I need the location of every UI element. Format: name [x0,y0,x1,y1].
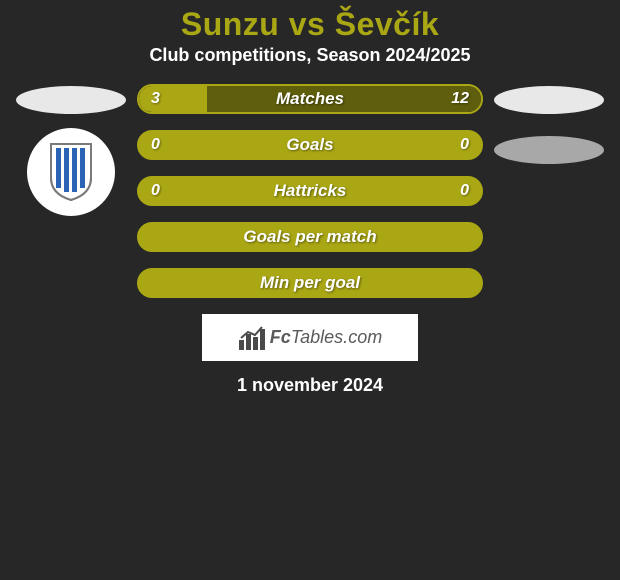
stat-value-left: 3 [151,90,160,108]
stat-label: Goals [286,135,333,155]
stat-bar: 0 0 Hattricks [137,176,483,206]
stat-bar: Goals per match [137,222,483,252]
stat-label: Matches [276,89,344,109]
stat-bar: Min per goal [137,268,483,298]
club-badge-left [27,128,115,216]
brand-logo[interactable]: FcTables.com [202,314,418,361]
stat-label: Goals per match [243,227,376,247]
player-right-column [489,84,609,164]
stat-value-right: 0 [460,182,469,200]
stat-label: Hattricks [274,181,347,201]
content-row: 3 12 Matches 0 0 Goals 0 0 Hattricks Goals per ma… [0,84,620,298]
stat-bar: 0 0 Goals [137,130,483,160]
stat-bar: 3 12 Matches [137,84,483,114]
club-badge-right-placeholder [494,136,604,164]
shield-icon [47,142,95,202]
stat-label: Min per goal [260,273,360,293]
page-title: Sunzu vs Ševčík [0,0,620,45]
player-left-avatar-placeholder [16,86,126,114]
player-right-avatar-placeholder [494,86,604,114]
stat-fill-left [139,86,207,112]
date-text: 1 november 2024 [0,375,620,396]
chart-bars-icon [238,326,266,350]
stat-value-right: 0 [460,136,469,154]
subtitle: Club competitions, Season 2024/2025 [0,45,620,66]
player-left-column [11,84,131,216]
stat-value-left: 0 [151,136,160,154]
comparison-card: Sunzu vs Ševčík Club competitions, Seaso… [0,0,620,396]
stat-value-right: 12 [451,90,469,108]
stat-fill-right [207,86,481,112]
brand-text: FcTables.com [270,327,382,348]
stats-bars: 3 12 Matches 0 0 Goals 0 0 Hattricks Goals per ma… [137,84,483,298]
stat-value-left: 0 [151,182,160,200]
